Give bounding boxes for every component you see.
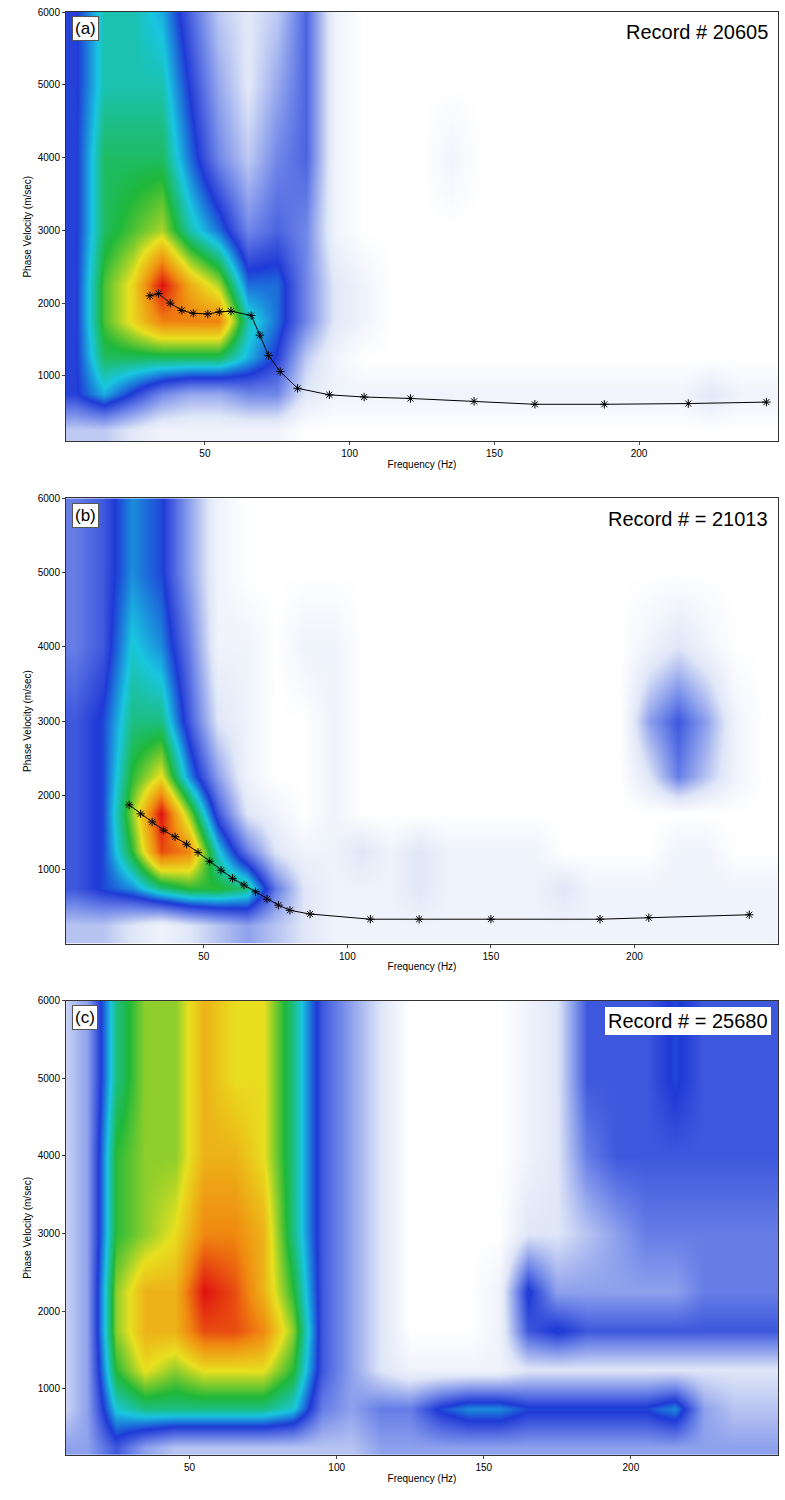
svg-text:2000: 2000 xyxy=(38,298,61,309)
svg-text:Frequency (Hz): Frequency (Hz) xyxy=(388,459,457,470)
svg-text:6000: 6000 xyxy=(38,7,61,18)
svg-text:6000: 6000 xyxy=(38,493,61,504)
svg-text:100: 100 xyxy=(328,1462,345,1473)
svg-text:1000: 1000 xyxy=(38,864,61,875)
svg-text:(c): (c) xyxy=(75,1008,95,1027)
svg-text:Record # = 25680: Record # = 25680 xyxy=(608,1010,768,1032)
svg-text:5000: 5000 xyxy=(38,79,61,90)
svg-text:4000: 4000 xyxy=(38,152,61,163)
svg-text:100: 100 xyxy=(339,951,356,962)
svg-text:50: 50 xyxy=(184,1462,196,1473)
svg-text:1000: 1000 xyxy=(38,370,61,381)
svg-text:4000: 4000 xyxy=(38,641,61,652)
svg-text:Frequency (Hz): Frequency (Hz) xyxy=(388,961,457,972)
svg-text:Record # = 21013: Record # = 21013 xyxy=(608,508,768,530)
svg-text:2000: 2000 xyxy=(38,790,61,801)
svg-text:5000: 5000 xyxy=(38,567,61,578)
svg-text:50: 50 xyxy=(198,951,210,962)
svg-text:5000: 5000 xyxy=(38,1073,61,1084)
svg-text:200: 200 xyxy=(631,448,648,459)
svg-text:3000: 3000 xyxy=(38,716,61,727)
svg-text:150: 150 xyxy=(475,1462,492,1473)
svg-text:100: 100 xyxy=(341,448,358,459)
svg-text:200: 200 xyxy=(626,951,643,962)
svg-text:3000: 3000 xyxy=(38,1228,61,1239)
svg-text:Record # 20605: Record # 20605 xyxy=(626,21,768,43)
svg-text:(b): (b) xyxy=(75,506,96,525)
svg-text:50: 50 xyxy=(199,448,211,459)
svg-text:200: 200 xyxy=(623,1462,640,1473)
svg-text:6000: 6000 xyxy=(38,995,61,1006)
svg-text:4000: 4000 xyxy=(38,1150,61,1161)
svg-text:2000: 2000 xyxy=(38,1306,61,1317)
svg-text:Phase Velocity (m/sec): Phase Velocity (m/sec) xyxy=(22,670,33,772)
svg-text:Phase Velocity (m/sec): Phase Velocity (m/sec) xyxy=(22,1177,33,1279)
svg-text:3000: 3000 xyxy=(38,225,61,236)
svg-text:1000: 1000 xyxy=(38,1383,61,1394)
svg-text:150: 150 xyxy=(486,448,503,459)
svg-text:(a): (a) xyxy=(75,19,96,38)
svg-text:Frequency (Hz): Frequency (Hz) xyxy=(388,1473,457,1484)
svg-text:Phase Velocity (m/sec): Phase Velocity (m/sec) xyxy=(22,176,33,278)
svg-text:150: 150 xyxy=(483,951,500,962)
